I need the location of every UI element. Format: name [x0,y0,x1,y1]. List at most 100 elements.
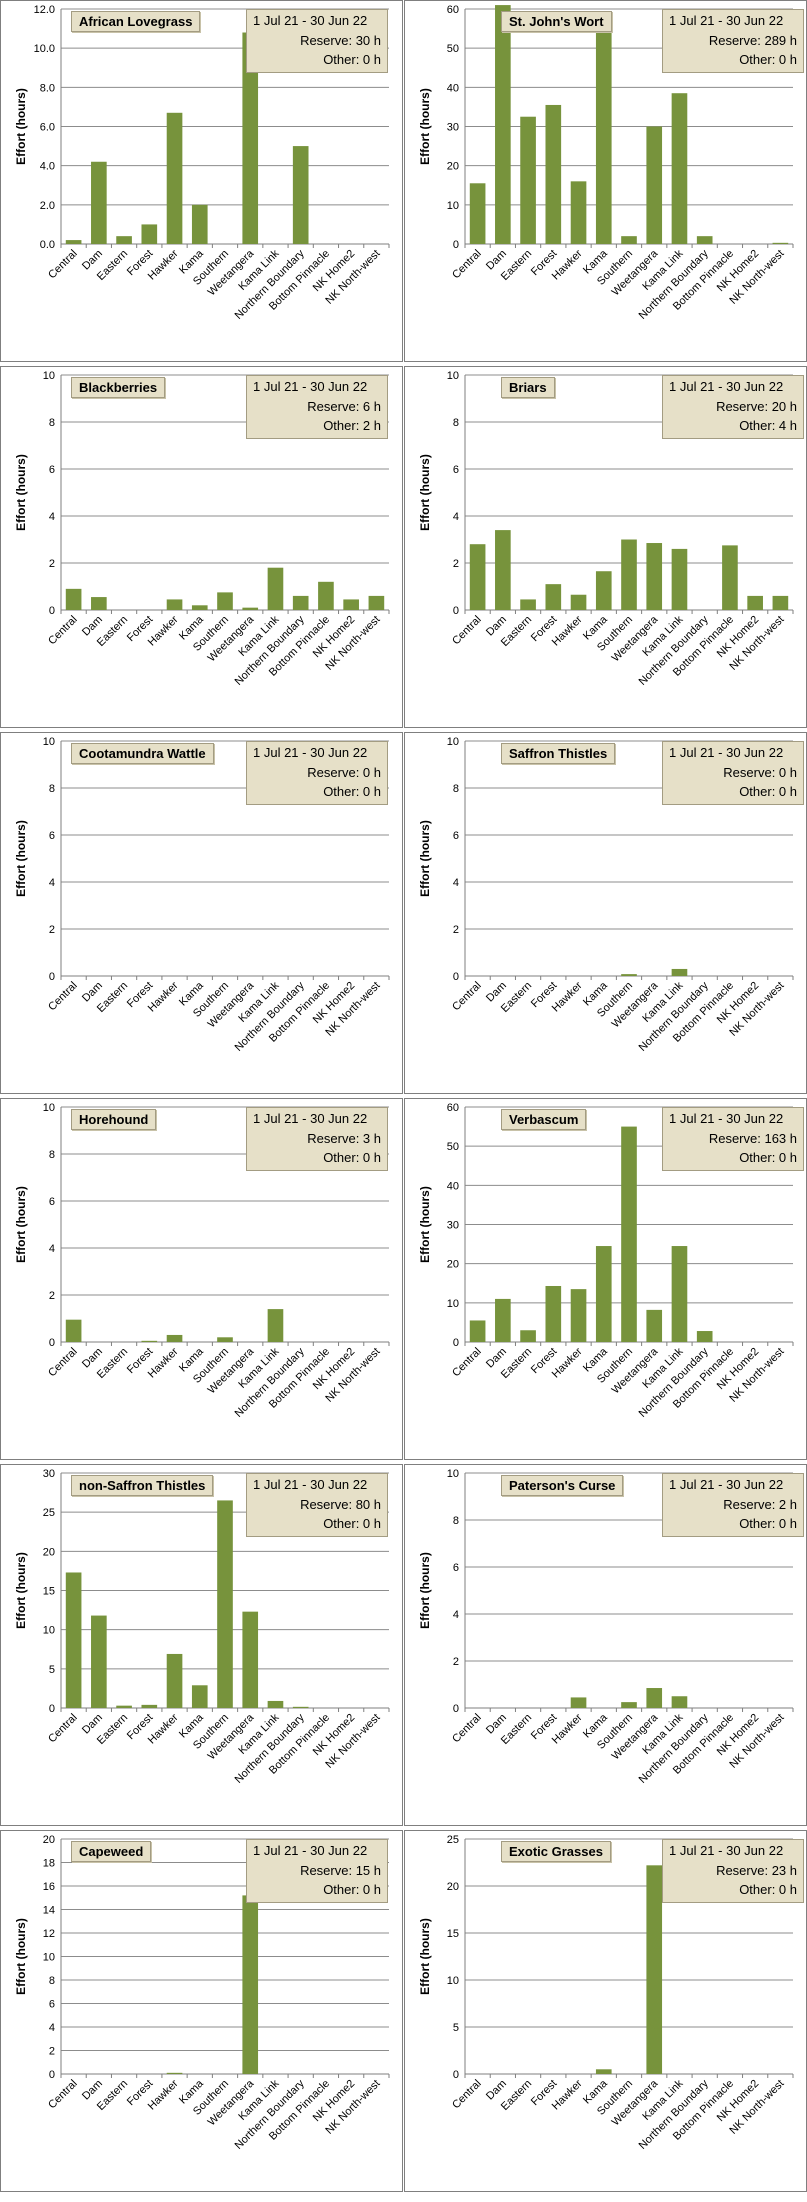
bar-bottom-pinnacle [318,581,334,610]
bar-dam [495,5,511,245]
bar-dam [91,597,107,610]
y-axis-title: Effort (hours) [14,820,28,897]
chart-panel: 0 10 20 30 40 50 60 Central Dam Eastern Forest Hawk… [404,1098,807,1460]
y-tick-label: 20 [447,161,459,173]
bar-central [65,1319,82,1342]
x-tick-label: Central [46,2078,80,2112]
y-tick-label: 10 [447,1298,459,1310]
chart-panel: 0.0 2.0 4.0 6.0 8.0 10.0 12.0 Central Dam Eastern… [0,0,403,362]
y-tick-label: 6 [49,1196,55,1208]
period-label: 1 Jul 21 - 30 Jun 22 [253,379,368,394]
reserve-hours: Reserve: 0 h [307,765,381,780]
bar-northern-boundary [292,146,309,244]
other-hours: Other: 0 h [739,52,797,67]
bar-hawker [166,599,183,610]
reserve-hours: Reserve: 30 h [300,33,381,48]
period-info-box: 1 Jul 21 - 30 Jun 22 Reserve: 23 h Other: … [662,1839,804,1903]
other-hours: Other: 0 h [323,52,381,67]
bar-forest [141,224,158,244]
bar-kama-link [671,93,688,244]
y-tick-label: 8 [49,1149,55,1161]
reserve-hours: Reserve: 15 h [300,1863,381,1878]
period-info-box: 1 Jul 21 - 30 Jun 22 Reserve: 2 h Other: 0… [662,1473,804,1537]
bar-kama-link [267,1700,284,1708]
bar-hawker [570,1289,587,1342]
y-tick-label: 10.0 [34,43,55,55]
chart-title: Cootamundra Wattle [71,743,214,764]
y-axis-title: Effort (hours) [14,1918,28,1995]
x-tick-label: Central [46,1712,80,1746]
y-tick-label: 0 [453,971,459,983]
bar-nk-home2 [747,595,763,610]
y-tick-label: 12 [43,1928,55,1940]
x-tick-label: Central [450,980,484,1014]
y-axis-title: Effort (hours) [14,1186,28,1263]
bar-central [65,1572,82,1708]
x-tick-label: Central [46,1346,80,1380]
y-tick-label: 8.0 [40,82,55,94]
x-tick-label: Central [450,248,484,282]
period-label: 1 Jul 21 - 30 Jun 22 [669,1477,784,1492]
bar-kama-link [671,1246,688,1342]
bar-weetangera [646,1688,663,1708]
bar-central [65,240,82,244]
y-tick-label: 8 [453,1515,459,1527]
bar-bottom-pinnacle [722,545,738,610]
y-axis-title: Effort (hours) [418,1552,432,1629]
y-tick-label: 6 [453,830,459,842]
y-tick-label: 0 [49,605,55,617]
y-axis-title: Effort (hours) [418,454,432,531]
y-tick-label: 0 [49,1703,55,1715]
y-tick-label: 2 [453,558,459,570]
other-hours: Other: 2 h [323,418,381,433]
y-tick-label: 4 [49,877,55,889]
y-tick-label: 2 [49,2046,55,2058]
y-tick-label: 4 [453,877,459,889]
y-tick-label: 0.0 [40,239,55,251]
bar-kama-link [267,1309,284,1342]
bar-southern [621,1702,637,1708]
y-tick-label: 0 [453,1703,459,1715]
period-label: 1 Jul 21 - 30 Jun 22 [669,1111,784,1126]
y-tick-label: 4 [453,511,459,523]
period-label: 1 Jul 21 - 30 Jun 22 [669,745,784,760]
y-tick-label: 5 [49,1664,55,1676]
bar-central [469,1320,486,1342]
bar-hawker [166,2072,183,2074]
chart-panel: 0 2 4 6 8 10 Central Dam Eastern Forest Hawker Kama… [404,732,807,1094]
bar-weetangera [242,32,259,244]
y-tick-label: 4 [49,511,55,523]
period-info-box: 1 Jul 21 - 30 Jun 22 Reserve: 3 h Other: 0… [246,1107,388,1171]
reserve-hours: Reserve: 80 h [300,1497,381,1512]
bar-kama [191,204,208,244]
bar-kama-link [671,968,688,976]
period-info-box: 1 Jul 21 - 30 Jun 22 Reserve: 0 h Other: 0… [662,741,804,805]
chart-panel: 0 2 4 6 8 10 Central Dam Eastern Forest Hawker Kama… [404,1464,807,1826]
period-info-box: 1 Jul 21 - 30 Jun 22 Reserve: 15 h Other: … [246,1839,388,1903]
bar-southern [621,974,637,976]
bar-eastern [116,1705,132,1708]
bar-northern-boundary [696,1331,713,1342]
bar-weetangera [646,126,663,244]
y-tick-label: 30 [43,1468,55,1480]
y-tick-label: 8 [49,1975,55,1987]
other-hours: Other: 0 h [739,1516,797,1531]
y-tick-label: 18 [43,1858,55,1870]
bar-central [469,183,486,244]
y-tick-label: 2 [453,924,459,936]
y-tick-label: 25 [43,1507,55,1519]
y-tick-label: 6 [49,1999,55,2011]
y-tick-label: 4 [49,2022,55,2034]
bar-weetangera [242,607,259,610]
period-label: 1 Jul 21 - 30 Jun 22 [669,1843,784,1858]
bar-forest [545,1285,562,1342]
y-axis-title: Effort (hours) [418,820,432,897]
y-axis-title: Effort (hours) [418,88,432,165]
chart-panel: 0 2 4 6 8 10 12 14 16 18 20 Central Dam Eastern Forest… [0,1830,403,2192]
bar-kama-link [267,567,284,610]
bar-hawker [570,1697,587,1708]
